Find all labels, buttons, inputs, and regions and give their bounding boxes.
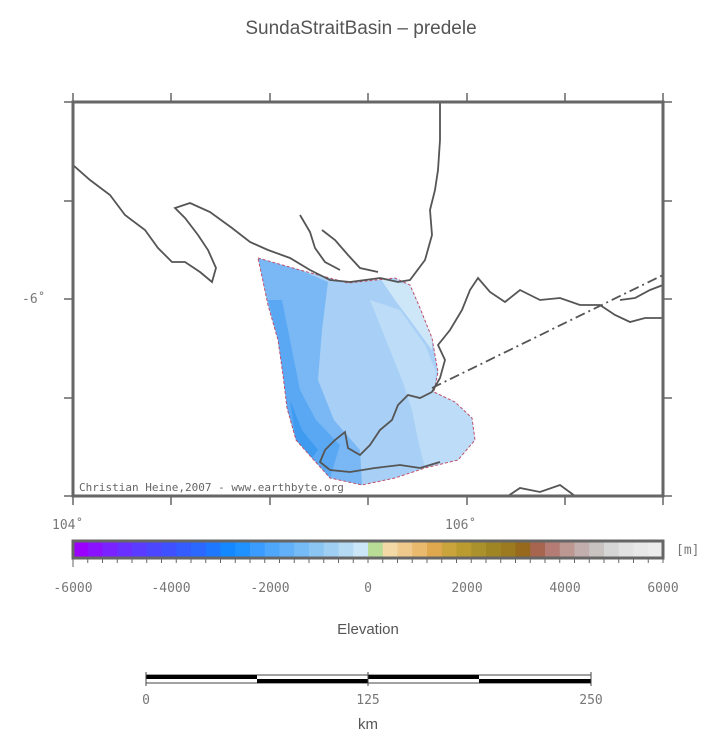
colorbar-cells — [73, 541, 664, 558]
colorbar-tick-label: -2000 — [250, 581, 290, 596]
colorbar-cell — [338, 541, 354, 558]
colorbar-cell — [500, 541, 516, 558]
lon-label-106: 106˚ — [445, 518, 477, 533]
colorbar-cell — [235, 541, 251, 558]
colorbar-cell — [456, 541, 472, 558]
colorbar-tick-label: -6000 — [53, 581, 93, 596]
colorbar-cell — [191, 541, 207, 558]
colorbar-cell — [604, 541, 620, 558]
credit-text: Christian Heine,2007 - www.earthbyte.org — [79, 481, 344, 494]
lon-label-104: 104˚ — [52, 518, 84, 533]
colorbar-tick-label: 6000 — [647, 581, 679, 596]
colorbar-cell — [205, 541, 221, 558]
colorbar-label: Elevation — [337, 621, 399, 638]
profile-line — [431, 274, 663, 389]
colorbar-cell — [486, 541, 502, 558]
colorbar-tick-label: 2000 — [451, 581, 483, 596]
colorbar-cell — [176, 541, 192, 558]
colorbar-cell — [353, 541, 369, 558]
colorbar-cell — [648, 541, 664, 558]
scale-unit: km — [358, 716, 378, 733]
colorbar-cell — [427, 541, 443, 558]
colorbar-cell — [530, 541, 546, 558]
colorbar-cell — [368, 541, 384, 558]
colorbar-unit: [m] — [676, 543, 700, 558]
colorbar-tick-label: -4000 — [151, 581, 191, 596]
colorbar-cell — [161, 541, 177, 558]
colorbar-cell — [471, 541, 487, 558]
colorbar-cell — [412, 541, 428, 558]
scale-tick-label: 250 — [579, 693, 603, 708]
colorbar-cell — [264, 541, 280, 558]
colorbar-cell — [323, 541, 339, 558]
colorbar-cell — [382, 541, 398, 558]
colorbar-cell — [73, 541, 89, 558]
map-frame — [64, 93, 672, 505]
colorbar-cell — [309, 541, 325, 558]
colorbar-cell — [618, 541, 634, 558]
colorbar-cell — [545, 541, 561, 558]
colorbar-cell — [633, 541, 649, 558]
colorbar-cell — [87, 541, 103, 558]
colorbar-cell — [279, 541, 295, 558]
coastlines — [73, 102, 663, 496]
scale-bar — [145, 672, 592, 686]
map-title: SundaStraitBasin – predele — [245, 18, 477, 39]
colorbar-cell — [132, 541, 148, 558]
colorbar-cell — [559, 541, 575, 558]
colorbar-cell — [146, 541, 162, 558]
lat-label-minus6: -6˚ — [22, 292, 46, 307]
colorbar-cell — [102, 541, 118, 558]
scale-tick-label: 0 — [142, 693, 150, 708]
colorbar-cell — [294, 541, 310, 558]
colorbar-cell — [220, 541, 236, 558]
colorbar-tick-label: 0 — [364, 581, 372, 596]
colorbar-cell — [397, 541, 413, 558]
colorbar-cell — [589, 541, 605, 558]
colorbar-cell — [515, 541, 531, 558]
colorbar-cell — [441, 541, 457, 558]
colorbar-ticks — [72, 558, 664, 567]
colorbar-cell — [250, 541, 266, 558]
basin-elevation-grid — [257, 257, 476, 486]
colorbar-cell — [117, 541, 133, 558]
colorbar-cell — [574, 541, 590, 558]
colorbar-tick-label: 4000 — [549, 581, 581, 596]
scale-tick-label: 125 — [356, 693, 380, 708]
